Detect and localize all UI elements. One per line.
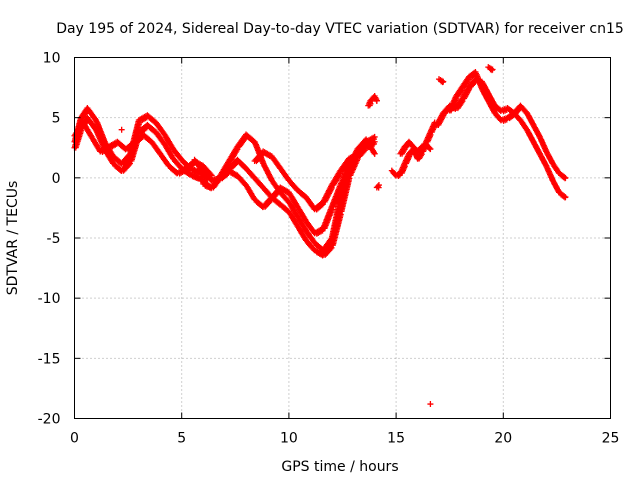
chart-title: Day 195 of 2024, Sidereal Day-to-day VTE… <box>56 21 624 37</box>
x-tick-label: 0 <box>70 431 79 447</box>
data-point <box>427 145 434 152</box>
series-track-13 <box>446 68 569 182</box>
series-track-9 <box>373 182 382 191</box>
y-tick-label: -10 <box>38 291 61 307</box>
data-point <box>373 97 380 104</box>
data-point <box>371 150 378 157</box>
data-point <box>562 194 569 201</box>
series-track-6 <box>217 136 378 237</box>
y-tick-label: -5 <box>47 231 61 247</box>
data-point <box>354 150 361 157</box>
y-tick-label: 5 <box>52 111 61 127</box>
data-point <box>371 133 378 140</box>
x-axis-label: GPS time / hours <box>281 459 398 475</box>
y-tick-label: 0 <box>52 171 61 187</box>
x-tick-label: 20 <box>494 431 512 447</box>
y-axis-label: SDTVAR / TECUs <box>5 181 21 296</box>
y-tick-label: -20 <box>38 412 61 428</box>
data-point <box>375 182 382 189</box>
y-tick-label: -15 <box>38 351 61 367</box>
series-track-11 <box>397 138 434 157</box>
x-tick-label: 5 <box>177 431 186 447</box>
series-track-7 <box>251 148 361 213</box>
x-tick-label: 25 <box>602 431 620 447</box>
series-track-8 <box>365 93 380 109</box>
x-tick-label: 15 <box>387 431 405 447</box>
y-tick-label: 10 <box>43 51 61 67</box>
data-layer <box>71 64 569 408</box>
x-tick-label: 10 <box>280 431 298 447</box>
